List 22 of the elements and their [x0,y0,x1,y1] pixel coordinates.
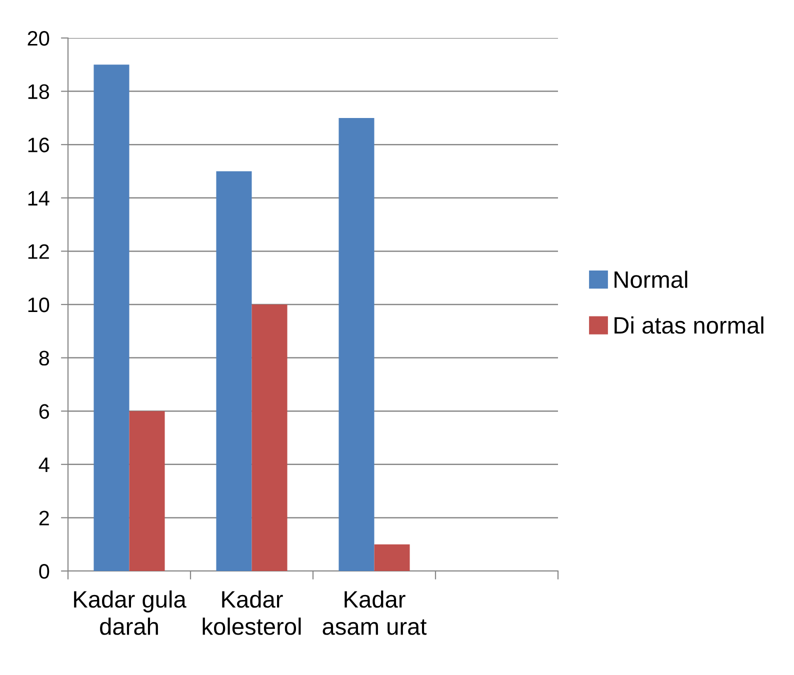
x-tick-label: Kadar gula darah [74,590,186,635]
legend-label: Normal [614,270,688,288]
bar [94,64,130,571]
y-tick-label: 2 [39,510,49,526]
legend-label: Di atas normal [614,316,764,334]
y-tick-label: 8 [39,350,50,366]
bar [374,544,410,571]
y-tick-label: 0 [39,564,50,579]
y-tick-label: 18 [28,84,50,100]
y-tick-label: 20 [28,31,50,46]
y-tick-label: 6 [39,404,50,419]
y-tick-label: 10 [28,298,50,312]
y-tick-label: 12 [28,244,49,259]
y-tick-label: 4 [38,458,50,472]
y-tick-label: 16 [28,138,50,152]
x-tick-label: Kadar asam urat [322,590,427,635]
bar [216,171,252,571]
bar [338,118,374,571]
y-tick-label: 14 [28,191,50,206]
x-tick-label: Kadar kolesterol [202,590,301,635]
bar [129,411,165,571]
bar [252,304,288,571]
